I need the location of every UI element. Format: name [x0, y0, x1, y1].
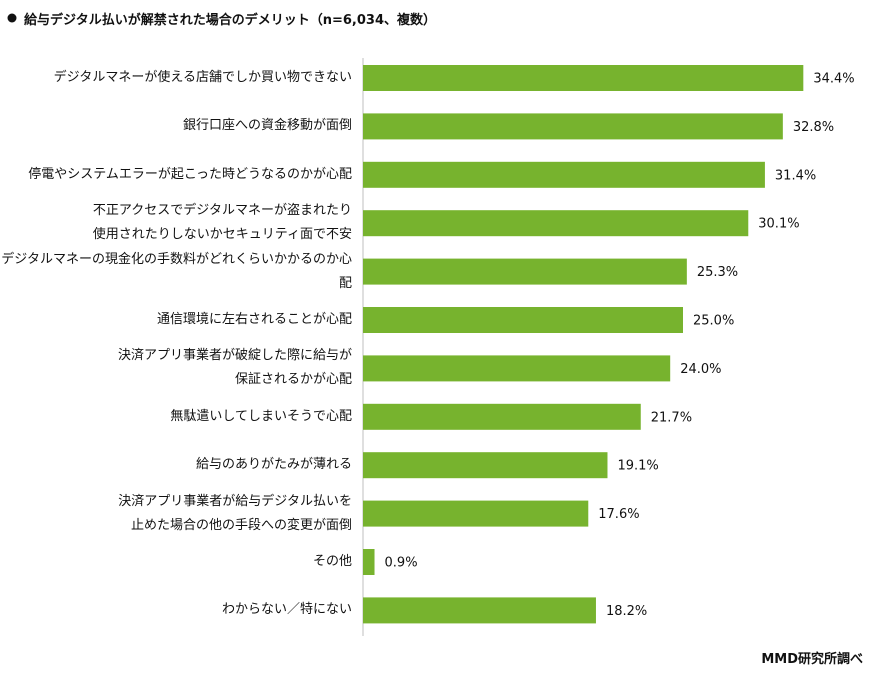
value-label: 21.7%	[651, 410, 692, 425]
value-label: 25.3%	[697, 265, 738, 280]
category-label: その他	[312, 554, 352, 569]
value-label: 31.4%	[775, 168, 816, 183]
category-label: 無駄遣いしてしまいそうで心配	[170, 408, 352, 424]
bar	[363, 549, 375, 575]
bar	[363, 210, 749, 237]
category-label: デジタルマネーが使える店舗でしか買い物できない	[53, 70, 352, 85]
bar	[363, 355, 671, 382]
category-label: デジタルマネーの現金化の手数料がどれくらいかかるのか心配	[1, 251, 352, 291]
bar	[363, 65, 804, 91]
category-label: 不正アクセスでデジタルマネーが盗まれたり 使用されたりしないかセキュリティ面で不…	[92, 203, 352, 243]
category-label: 決済アプリ事業者が給与デジタル払いを 止めた場合の他の手段への変更が面倒	[118, 493, 352, 533]
value-label: 25.0%	[693, 314, 734, 329]
value-label: 30.1%	[758, 217, 799, 232]
title-bullet	[7, 13, 17, 23]
bar	[363, 403, 641, 430]
category-label: 銀行口座への資金移動が面倒	[182, 118, 352, 134]
bar	[363, 452, 608, 479]
bar	[363, 307, 683, 333]
category-label: 通信環境に左右されることが心配	[156, 312, 352, 327]
source-note: MMD研究所調べ	[761, 652, 863, 667]
value-label: 34.4%	[813, 72, 854, 87]
bar	[363, 597, 596, 624]
category-label: 給与のありがたみが薄れる	[195, 457, 352, 473]
value-label: 19.1%	[617, 459, 658, 474]
bar	[363, 161, 765, 188]
chart-title: 給与デジタル払いが解禁された場合のデメリット（n=6,034、複数）	[24, 13, 437, 28]
category-label: わからない／特にない	[221, 602, 352, 618]
bar	[363, 113, 783, 140]
value-label: 32.8%	[793, 120, 834, 135]
category-label: 決済アプリ事業者が破綻した際に給与が 保証されるかが心配	[117, 348, 352, 388]
bar	[363, 258, 687, 285]
bar	[363, 500, 589, 527]
value-label: 17.6%	[598, 507, 639, 522]
value-label: 18.2%	[606, 604, 647, 619]
value-label: 24.0%	[680, 362, 721, 377]
value-label: 0.9%	[385, 556, 418, 571]
category-label: 停電やシステムエラーが起こった時どうなるのかが心配	[28, 166, 352, 182]
